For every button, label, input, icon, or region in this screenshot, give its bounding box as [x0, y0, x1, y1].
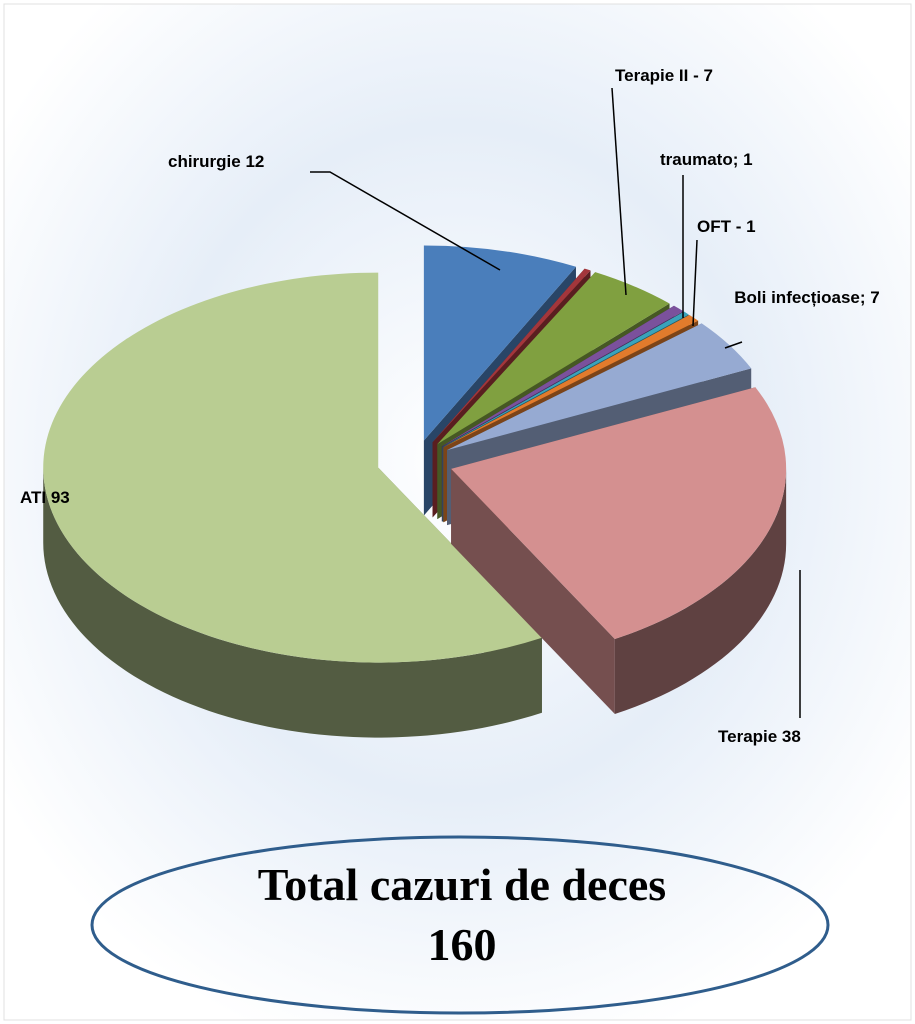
slice-top — [442, 311, 689, 447]
data-label: traumato; 1 — [660, 150, 753, 169]
slice — [43, 272, 542, 738]
data-label: OFT - 1 — [697, 217, 756, 236]
leader-line — [692, 239, 698, 327]
leader-line — [611, 87, 627, 296]
pie — [43, 245, 787, 738]
leaders — [310, 87, 801, 718]
slice-top — [441, 305, 684, 447]
data-label: Terapie II - 7 — [615, 66, 713, 85]
slice-top — [437, 272, 670, 445]
leader-line — [724, 341, 743, 349]
total-title: Total cazuri de deces — [258, 859, 666, 910]
slice-top — [451, 387, 787, 639]
slice — [451, 387, 787, 714]
slice-top — [43, 272, 542, 663]
total-ellipse — [90, 835, 830, 1015]
slice-top — [443, 314, 699, 448]
slice-top — [423, 245, 576, 441]
leader-line — [310, 171, 501, 271]
slice-side — [614, 468, 787, 714]
total-value: 160 — [428, 919, 497, 970]
data-label: ATI 93 — [20, 488, 70, 507]
data-label: Boli infecțioase; 7 — [734, 288, 880, 307]
data-label: chirurgie 12 — [168, 152, 265, 171]
slice-wall — [451, 468, 615, 714]
slice-side — [43, 467, 542, 738]
data-label: Terapie 38 — [718, 727, 801, 746]
slice-top — [447, 323, 752, 451]
slice-top — [432, 268, 591, 443]
